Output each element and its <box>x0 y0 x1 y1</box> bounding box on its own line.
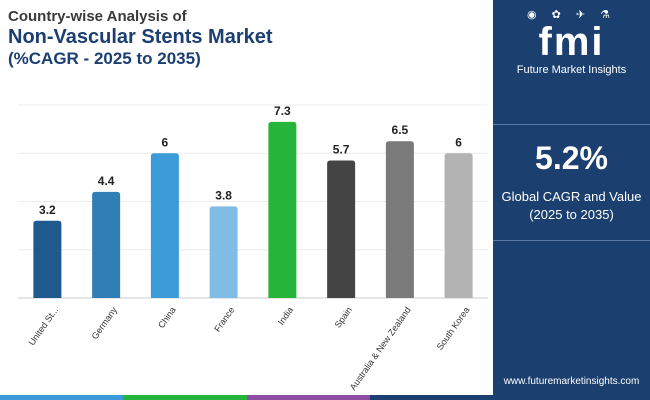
bar[interactable] <box>268 121 297 298</box>
website-link[interactable]: www.futuremarketinsights.com <box>503 376 640 387</box>
bar[interactable] <box>92 191 121 298</box>
title-line-1: Country-wise Analysis of <box>8 8 187 25</box>
x-tick-label: United St... <box>27 305 61 347</box>
bar[interactable] <box>385 141 414 298</box>
logo-subtitle: Future Market Insights <box>516 64 627 76</box>
panel-divider-top <box>493 124 650 125</box>
logo-icons: ◉ ✿ ✈ ⚗ <box>526 9 617 21</box>
x-tick-label: Spain <box>333 305 354 330</box>
fmi-logo: ◉ ✿ ✈ ⚗ fmi Future Market Insights <box>493 8 650 76</box>
global-cagr-label: Global CAGR and Value (2025 to 2035) <box>493 188 650 224</box>
logo-text: fmi <box>538 20 605 64</box>
title-line-3: (%CAGR - 2025 to 2035) <box>8 49 201 68</box>
bar[interactable] <box>33 220 62 298</box>
data-label: 3.8 <box>215 188 232 202</box>
x-tick-label: France <box>212 305 236 334</box>
panel-divider-bottom <box>493 240 650 241</box>
x-tick-label: South Korea <box>435 305 472 352</box>
data-label: 6 <box>455 135 462 149</box>
data-label: 5.7 <box>333 142 350 156</box>
stripe-segment <box>246 395 370 400</box>
bar[interactable] <box>327 160 356 298</box>
x-tick-label: Germany <box>90 305 120 341</box>
bar[interactable] <box>209 206 238 298</box>
stripe-segment <box>123 395 247 400</box>
data-label: 7.3 <box>274 104 291 118</box>
summary-panel: ◉ ✿ ✈ ⚗ fmi Future Market Insights 5.2% … <box>493 0 650 400</box>
global-cagr-value: 5.2% <box>535 140 608 176</box>
x-tick-label: India <box>276 305 295 327</box>
title-line-2: Non-Vascular Stents Market <box>8 26 273 48</box>
data-label: 4.4 <box>98 174 115 188</box>
stripe-segment <box>0 395 124 400</box>
x-tick-label: Australia & New Zealand <box>348 305 413 392</box>
bar[interactable] <box>444 153 473 298</box>
cagr-label-line-2: (2025 to 2035) <box>529 207 614 222</box>
data-label: 3.2 <box>39 203 56 217</box>
chart-title-block: Country-wise Analysis of Non-Vascular St… <box>8 8 273 70</box>
stripe-segment <box>369 395 493 400</box>
bar[interactable] <box>150 153 179 298</box>
data-label: 6 <box>162 135 169 149</box>
x-tick-label: China <box>156 305 178 330</box>
cagr-label-line-1: Global CAGR and Value <box>501 189 642 204</box>
bar-chart: 3.2 United St... 4.4 Germany 6 China 3.8 France… <box>18 104 488 392</box>
bottom-color-stripe <box>0 395 493 400</box>
data-label: 6.5 <box>392 123 409 137</box>
